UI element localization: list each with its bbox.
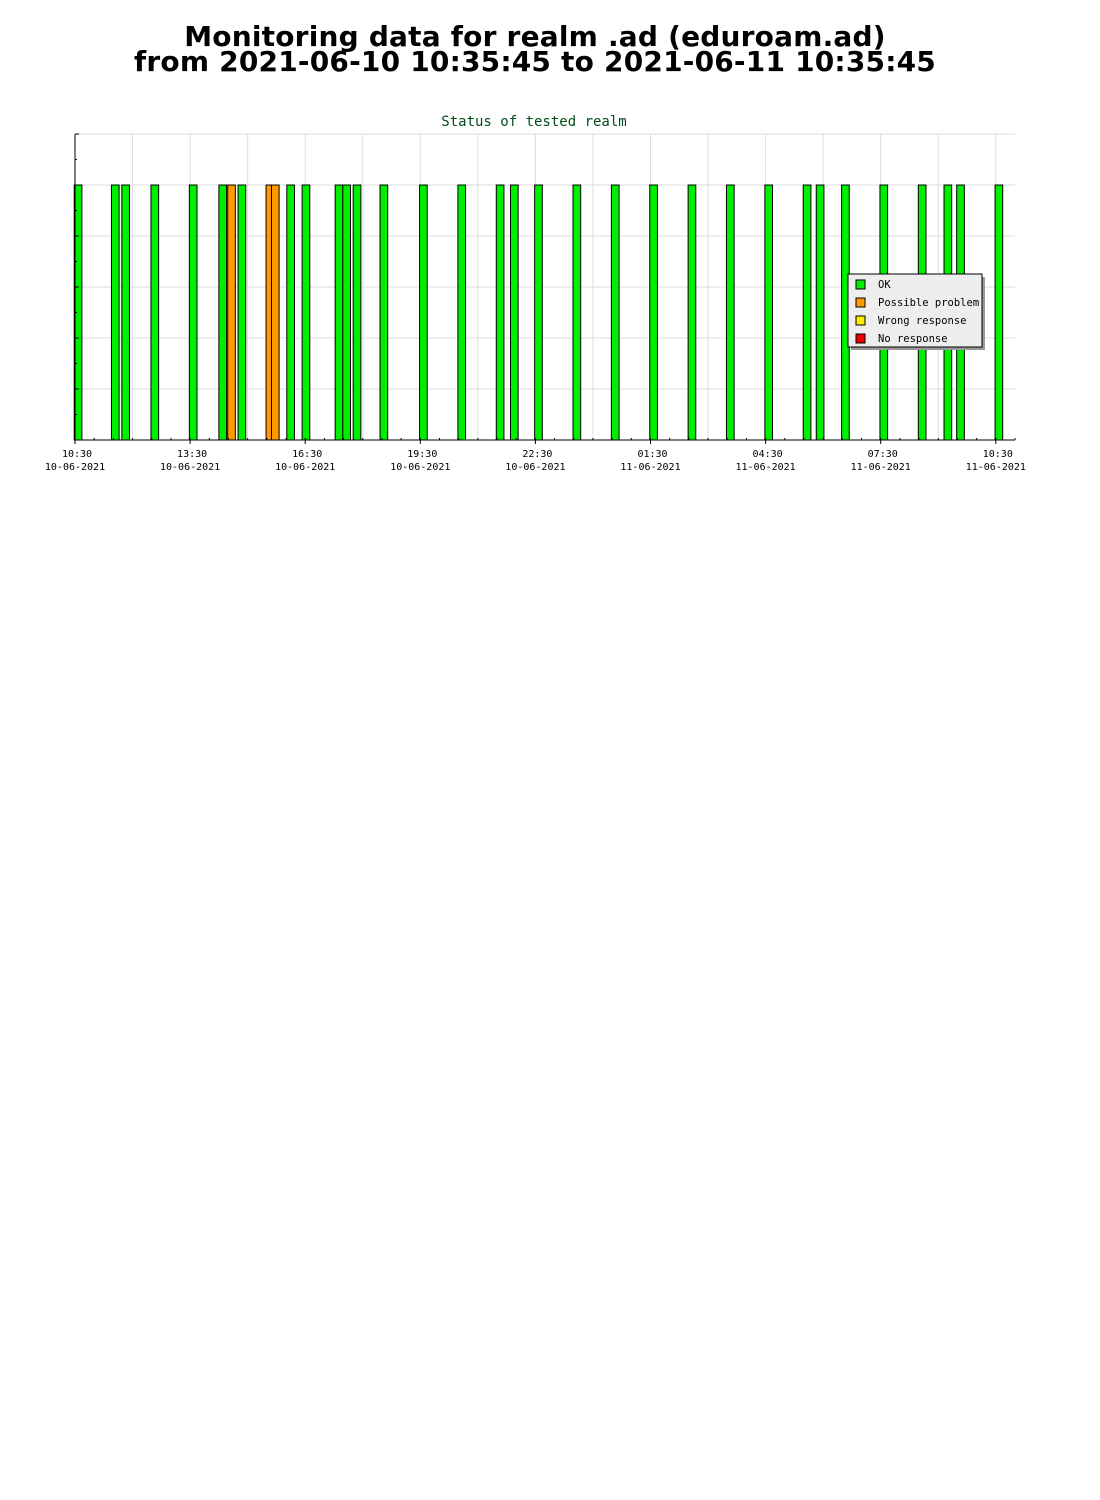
bar-ok bbox=[334, 184, 344, 441]
x-tick-time: 16:30 bbox=[292, 449, 322, 460]
bar-possible-problem bbox=[227, 184, 236, 441]
bar-ok bbox=[150, 184, 160, 441]
x-tick-time: 07:30 bbox=[868, 449, 898, 460]
bar-ok bbox=[764, 184, 774, 441]
x-tick-date: 10-06-2021 bbox=[45, 462, 105, 473]
legend: OK Possible problem Wrong response No respo… bbox=[847, 273, 985, 350]
bar-ok bbox=[509, 184, 519, 441]
x-tick-time: 10:30 bbox=[62, 449, 92, 460]
legend-label: OK bbox=[878, 279, 891, 291]
x-tick-date: 10-06-2021 bbox=[505, 462, 565, 473]
x-tick-time: 22:30 bbox=[522, 449, 552, 460]
bar-ok bbox=[994, 184, 1004, 441]
bar-ok bbox=[572, 184, 582, 441]
legend-swatch bbox=[855, 297, 866, 308]
x-tick-date: 10-06-2021 bbox=[390, 462, 450, 473]
bar-ok bbox=[218, 184, 228, 441]
bar-ok bbox=[301, 184, 311, 441]
bar-ok bbox=[687, 184, 697, 441]
bar-ok bbox=[342, 184, 351, 441]
legend-label: Possible problem bbox=[878, 297, 979, 309]
legend-swatch bbox=[855, 315, 866, 326]
legend-swatch bbox=[855, 333, 866, 344]
axes bbox=[74, 133, 1016, 441]
legend-label: No response bbox=[878, 333, 948, 345]
bar-ok bbox=[379, 184, 389, 441]
x-tick-date: 11-06-2021 bbox=[851, 462, 911, 473]
x-tick-time: 10:30 bbox=[983, 449, 1013, 460]
bar-possible-problem bbox=[270, 184, 280, 441]
bar-ok bbox=[725, 184, 735, 441]
page-title-line-2: from 2021-06-10 10:35:45 to 2021-06-11 1… bbox=[134, 45, 936, 78]
page-title-line-1: Monitoring data for realm .ad (eduroam.a… bbox=[184, 20, 886, 53]
bar-ok bbox=[495, 184, 505, 441]
x-tick-date: 11-06-2021 bbox=[966, 462, 1026, 473]
bar-ok bbox=[419, 184, 428, 441]
bar-ok bbox=[286, 184, 295, 441]
x-tick-date: 11-06-2021 bbox=[620, 462, 680, 473]
bar-ok bbox=[457, 184, 467, 441]
legend-label: Wrong response bbox=[878, 315, 967, 327]
bar-ok bbox=[534, 184, 543, 441]
x-axis-ticks: 10:30 10-06-2021 13:30 10-06-2021 16:30 10-06… bbox=[45, 440, 1026, 473]
x-tick-time: 01:30 bbox=[637, 449, 667, 460]
bar-ok bbox=[815, 184, 825, 441]
bar-ok bbox=[188, 184, 198, 441]
bar-ok bbox=[121, 184, 130, 441]
page-title: Monitoring data for realm .ad (eduroam.a… bbox=[0, 20, 1070, 78]
x-tick-time: 13:30 bbox=[177, 449, 207, 460]
bar-ok bbox=[237, 184, 247, 441]
x-tick-date: 10-06-2021 bbox=[160, 462, 220, 473]
bar-ok bbox=[649, 184, 658, 441]
bar-ok bbox=[610, 184, 620, 441]
x-tick-date: 11-06-2021 bbox=[736, 462, 796, 473]
x-tick-date: 10-06-2021 bbox=[275, 462, 335, 473]
legend-box bbox=[847, 273, 983, 348]
x-tick-time: 04:30 bbox=[753, 449, 783, 460]
bar-ok bbox=[802, 184, 812, 441]
chart-title: Status of tested realm bbox=[441, 114, 626, 130]
bar-ok bbox=[110, 184, 120, 441]
status-chart: Status of tested realm 10:30 10-06-2021 13… bbox=[45, 114, 1026, 473]
bar-ok bbox=[352, 184, 362, 441]
legend-swatch bbox=[855, 279, 866, 290]
x-tick-time: 19:30 bbox=[407, 449, 437, 460]
